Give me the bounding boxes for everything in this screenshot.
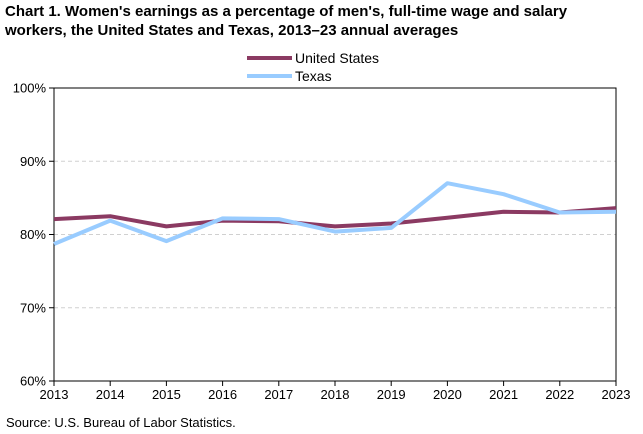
chart-title-line-2: workers, the United States and Texas, 20… (5, 22, 459, 39)
x-tick-label: 2019 (377, 387, 406, 402)
y-tick-label: 90% (20, 154, 46, 169)
x-tick-label: 2020 (433, 387, 462, 402)
x-tick-label: 2021 (489, 387, 518, 402)
legend-label-united-states: United States (295, 50, 379, 66)
series-line-texas (53, 181, 617, 246)
x-tick-label: 2016 (208, 387, 237, 402)
x-tick-label: 2014 (96, 387, 125, 402)
y-tick-label: 100% (13, 81, 47, 96)
y-tick-label: 80% (20, 227, 46, 242)
chart-title-line-1: Chart 1. Women's earnings as a percentag… (5, 3, 568, 20)
x-tick-label: 2017 (264, 387, 293, 402)
chart-title: Chart 1. Women's earnings as a percentag… (5, 2, 635, 40)
source-note: Source: U.S. Bureau of Labor Statistics. (6, 415, 236, 430)
series-line-united-states (53, 206, 617, 229)
x-tick-label: 2023 (602, 387, 631, 402)
x-tick-label: 2015 (152, 387, 181, 402)
x-tick-label: 2013 (40, 387, 69, 402)
x-tick-label: 2022 (545, 387, 574, 402)
y-tick-label: 70% (20, 300, 46, 315)
x-tick-label: 2018 (321, 387, 350, 402)
y-tick-label: 60% (20, 374, 46, 389)
legend-label-texas: Texas (295, 68, 332, 84)
